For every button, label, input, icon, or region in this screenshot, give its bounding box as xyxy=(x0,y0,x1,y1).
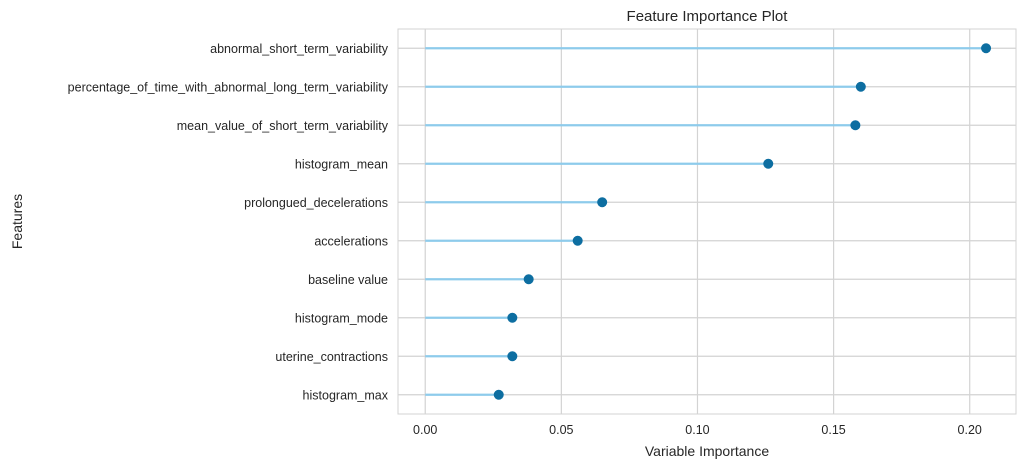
y-tick-label: accelerations xyxy=(314,234,388,248)
label-layer: 0.00 0.05 0.10 0.15 0.20 abnormal_short_term_… xyxy=(68,42,982,437)
x-tick-label: 0.15 xyxy=(821,423,845,437)
lollipop-marker xyxy=(597,197,608,208)
y-axis-title: Features xyxy=(9,194,25,249)
x-tick-label: 0.00 xyxy=(413,423,437,437)
x-tick-label: 0.05 xyxy=(549,423,573,437)
y-tick-label: mean_value_of_short_term_variability xyxy=(177,119,389,133)
x-tick-label: 0.10 xyxy=(685,423,709,437)
lollipop-marker xyxy=(855,81,866,92)
x-axis-title: Variable Importance xyxy=(645,443,769,459)
y-tick-label: baseline value xyxy=(308,273,388,287)
plot-frame xyxy=(397,28,1017,415)
stem-layer xyxy=(425,47,987,396)
lollipop-marker xyxy=(523,274,534,285)
marker-layer xyxy=(493,43,992,400)
lollipop-marker xyxy=(572,235,583,246)
y-tick-label: uterine_contractions xyxy=(275,350,388,364)
lollipop-marker xyxy=(850,120,861,131)
y-tick-label: histogram_mode xyxy=(295,311,388,325)
lollipop-marker xyxy=(763,158,774,169)
y-tick-label: histogram_mean xyxy=(295,157,388,171)
y-tick-label: histogram_max xyxy=(303,388,389,402)
x-tick-label: 0.20 xyxy=(958,423,982,437)
lollipop-marker xyxy=(493,389,504,400)
lollipop-marker xyxy=(981,43,992,54)
y-tick-label: abnormal_short_term_variability xyxy=(210,42,389,56)
chart-title: Feature Importance Plot xyxy=(627,8,789,25)
lollipop-marker xyxy=(507,351,518,362)
y-tick-label: percentage_of_time_with_abnormal_long_te… xyxy=(68,80,389,94)
y-tick-label: prolongued_decelerations xyxy=(244,196,388,210)
lollipop-marker xyxy=(507,312,518,323)
